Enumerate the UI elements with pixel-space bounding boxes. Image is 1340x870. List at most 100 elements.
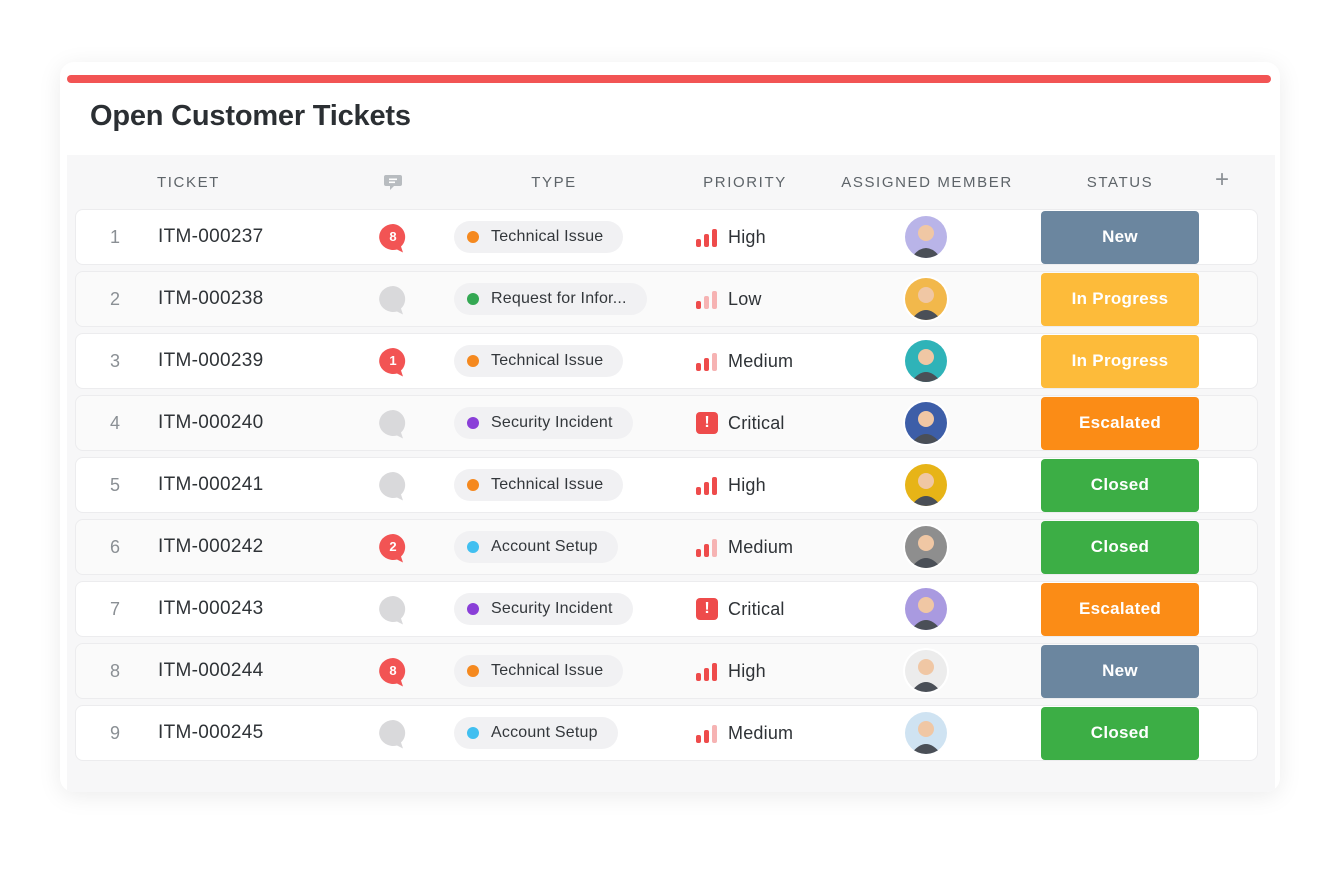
table-row[interactable]: 4 ITM-000240 Security Incident ! Critica… bbox=[75, 395, 1258, 451]
type-tag[interactable]: Technical Issue bbox=[454, 469, 624, 501]
table-row[interactable]: 1 ITM-000237 8 Technical Issue High New bbox=[75, 209, 1258, 265]
table-row[interactable]: 3 ITM-000239 1 Technical Issue Medium In… bbox=[75, 333, 1258, 389]
assignee-cell[interactable] bbox=[904, 210, 948, 264]
table-row[interactable]: 9 ITM-000245 Account Setup Medium Closed bbox=[75, 705, 1258, 761]
ticket-id[interactable]: ITM-000242 bbox=[158, 536, 264, 557]
type-tag[interactable]: Security Incident bbox=[454, 407, 633, 439]
type-label: Security Incident bbox=[491, 414, 613, 431]
priority-cell[interactable]: Medium bbox=[696, 334, 793, 388]
assignee-cell[interactable] bbox=[904, 272, 948, 326]
status-badge[interactable]: New bbox=[1041, 644, 1199, 698]
type-tag[interactable]: Technical Issue bbox=[454, 655, 624, 687]
type-tag[interactable]: Security Incident bbox=[454, 593, 633, 625]
avatar[interactable] bbox=[905, 402, 947, 444]
ticket-id[interactable]: ITM-000239 bbox=[158, 350, 264, 371]
row-number: 3 bbox=[109, 350, 120, 371]
column-header-priority[interactable]: PRIORITY bbox=[703, 174, 787, 191]
ticket-id[interactable]: ITM-000240 bbox=[158, 412, 264, 433]
priority-cell[interactable]: Low bbox=[696, 272, 762, 326]
type-dot-icon bbox=[467, 293, 479, 305]
comments-cell[interactable]: 8 bbox=[376, 644, 410, 698]
signal-bar bbox=[704, 296, 709, 309]
type-tag[interactable]: Account Setup bbox=[454, 531, 618, 563]
status-badge[interactable]: Closed bbox=[1041, 706, 1199, 760]
assignee-cell[interactable] bbox=[904, 520, 948, 574]
avatar[interactable] bbox=[905, 526, 947, 568]
avatar[interactable] bbox=[905, 340, 947, 382]
comment-empty-icon[interactable] bbox=[378, 595, 408, 625]
table-row[interactable]: 6 ITM-000242 2 Account Setup Medium Clos… bbox=[75, 519, 1258, 575]
ticket-id[interactable]: ITM-000243 bbox=[158, 598, 264, 619]
avatar[interactable] bbox=[905, 278, 947, 320]
type-tag[interactable]: Technical Issue bbox=[454, 345, 624, 377]
comment-empty-icon[interactable] bbox=[378, 471, 408, 501]
signal-bar bbox=[704, 730, 709, 743]
status-badge[interactable]: New bbox=[1041, 210, 1199, 264]
priority-cell[interactable]: Medium bbox=[696, 520, 793, 574]
signal-bar bbox=[704, 668, 709, 681]
status-badge[interactable]: Escalated bbox=[1041, 582, 1199, 636]
assignee-cell[interactable] bbox=[904, 334, 948, 388]
comments-cell[interactable]: 1 bbox=[376, 334, 410, 388]
comments-cell[interactable] bbox=[376, 706, 410, 760]
status-badge[interactable]: Closed bbox=[1041, 458, 1199, 512]
plus-icon[interactable]: + bbox=[1215, 166, 1230, 193]
status-badge[interactable]: Closed bbox=[1041, 520, 1199, 574]
avatar[interactable] bbox=[905, 464, 947, 506]
comment-count-badge[interactable]: 8 bbox=[378, 657, 408, 687]
status-badge[interactable]: In Progress bbox=[1041, 334, 1199, 388]
comments-cell[interactable] bbox=[376, 582, 410, 636]
ticket-id[interactable]: ITM-000244 bbox=[158, 660, 264, 681]
priority-cell[interactable]: ! Critical bbox=[696, 582, 785, 636]
table-row[interactable]: 7 ITM-000243 Security Incident ! Critica… bbox=[75, 581, 1258, 637]
comment-count-badge[interactable]: 2 bbox=[378, 533, 408, 563]
comment-count-badge[interactable]: 8 bbox=[378, 223, 408, 253]
signal-bar bbox=[696, 673, 701, 681]
ticket-id[interactable]: ITM-000245 bbox=[158, 722, 264, 743]
priority-cell[interactable]: ! Critical bbox=[696, 396, 785, 450]
comments-cell[interactable] bbox=[376, 396, 410, 450]
status-badge[interactable]: Escalated bbox=[1041, 396, 1199, 450]
comments-cell[interactable] bbox=[376, 272, 410, 326]
priority-cell[interactable]: High bbox=[696, 210, 766, 264]
column-header-ticket[interactable]: TICKET bbox=[157, 174, 220, 191]
ticket-id[interactable]: ITM-000237 bbox=[158, 226, 264, 247]
comment-count-badge[interactable]: 1 bbox=[378, 347, 408, 377]
comment-empty-icon[interactable] bbox=[378, 409, 408, 439]
assignee-cell[interactable] bbox=[904, 706, 948, 760]
avatar[interactable] bbox=[905, 588, 947, 630]
type-tag[interactable]: Request for Infor... bbox=[454, 283, 647, 315]
priority-cell[interactable]: Medium bbox=[696, 706, 793, 760]
type-tag[interactable]: Account Setup bbox=[454, 717, 618, 749]
avatar[interactable] bbox=[905, 650, 947, 692]
ticket-id[interactable]: ITM-000238 bbox=[158, 288, 264, 309]
priority-cell[interactable]: High bbox=[696, 458, 766, 512]
ticket-id[interactable]: ITM-000241 bbox=[158, 474, 264, 495]
comment-icon[interactable] bbox=[383, 172, 403, 192]
status-badge[interactable]: In Progress bbox=[1041, 272, 1199, 326]
assignee-cell[interactable] bbox=[904, 396, 948, 450]
assignee-cell[interactable] bbox=[904, 644, 948, 698]
assignee-cell[interactable] bbox=[904, 458, 948, 512]
comments-cell[interactable]: 8 bbox=[376, 210, 410, 264]
comment-empty-icon[interactable] bbox=[378, 285, 408, 315]
row-number: 7 bbox=[109, 598, 120, 619]
table-row[interactable]: 8 ITM-000244 8 Technical Issue High New bbox=[75, 643, 1258, 699]
column-header-assigned-member[interactable]: ASSIGNED MEMBER bbox=[841, 174, 1013, 191]
comments-cell[interactable] bbox=[376, 458, 410, 512]
signal-bar bbox=[704, 482, 709, 495]
avatar[interactable] bbox=[905, 712, 947, 754]
column-header-status[interactable]: STATUS bbox=[1086, 174, 1154, 191]
priority-label: High bbox=[728, 474, 766, 495]
status-cell: In Progress bbox=[1041, 272, 1199, 326]
column-header-type[interactable]: TYPE bbox=[531, 174, 577, 191]
table-row[interactable]: 2 ITM-000238 Request for Infor... Low In bbox=[75, 271, 1258, 327]
assignee-cell[interactable] bbox=[904, 582, 948, 636]
type-cell: Account Setup bbox=[454, 706, 618, 760]
priority-cell[interactable]: High bbox=[696, 644, 766, 698]
comment-empty-icon[interactable] bbox=[378, 719, 408, 749]
comments-cell[interactable]: 2 bbox=[376, 520, 410, 574]
avatar[interactable] bbox=[905, 216, 947, 258]
type-tag[interactable]: Technical Issue bbox=[454, 221, 624, 253]
table-row[interactable]: 5 ITM-000241 Technical Issue High Closed bbox=[75, 457, 1258, 513]
